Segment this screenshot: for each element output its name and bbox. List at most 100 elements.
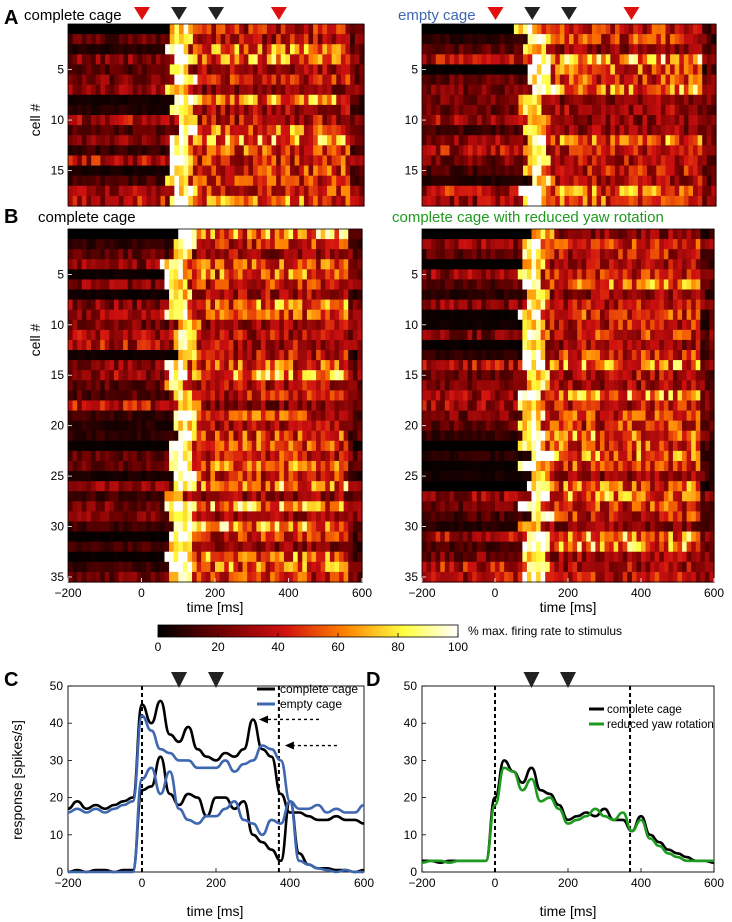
heatmap-cell xyxy=(357,289,363,301)
heatmap-cell xyxy=(72,481,78,492)
heatmap-cell xyxy=(288,259,294,270)
heatmap-cell xyxy=(109,269,115,281)
heatmap-cell xyxy=(299,64,305,76)
heatmap-cell xyxy=(285,24,291,35)
heatmap-cell xyxy=(495,165,501,177)
heatmap-cell xyxy=(293,350,299,361)
heatmap-cell xyxy=(426,145,432,157)
red-triangle-marker xyxy=(623,7,640,20)
heatmap-cell xyxy=(481,249,487,260)
heatmap-cell xyxy=(490,44,497,55)
heatmap-cell xyxy=(285,64,291,76)
heatmap-cell xyxy=(114,44,120,55)
heatmap-cell xyxy=(127,491,133,502)
heatmap-cell xyxy=(114,54,120,66)
heatmap-cell xyxy=(440,34,446,45)
heatmap-cell xyxy=(90,420,97,432)
heatmap-cell xyxy=(352,460,358,472)
heatmap-cell xyxy=(237,380,244,391)
heatmap-cell xyxy=(320,420,326,432)
heatmap-cell xyxy=(271,185,277,197)
heatmap-cell xyxy=(454,94,460,106)
heatmap-cell xyxy=(345,145,351,157)
heatmap-cell xyxy=(426,289,432,301)
heatmap-cell xyxy=(541,125,547,136)
heatmap-cell xyxy=(354,195,360,207)
heatmap-cell xyxy=(253,165,259,177)
heatmap-cell xyxy=(77,155,83,167)
heatmap-cell xyxy=(136,491,143,502)
heatmap-cell xyxy=(192,350,198,361)
heatmap-cell xyxy=(590,259,596,270)
heatmap-cell xyxy=(683,165,690,177)
heatmap-cell xyxy=(72,249,78,260)
heatmap-cell xyxy=(486,104,492,116)
heatmap-cell xyxy=(228,249,234,260)
heatmap-cell xyxy=(601,195,607,207)
heatmap-cell xyxy=(596,74,602,86)
heatmap-cell xyxy=(123,400,129,412)
heatmap-cell xyxy=(109,511,115,523)
heatmap-cell xyxy=(211,135,217,146)
heatmap-cell xyxy=(311,471,317,482)
heatmap-cell xyxy=(303,125,310,136)
heatmap-cell xyxy=(345,195,351,207)
heatmap-cell xyxy=(90,491,97,502)
heatmap-cell xyxy=(674,185,680,197)
heatmap-cell xyxy=(274,531,280,543)
heatmap-cell xyxy=(444,125,451,136)
heatmap-cell xyxy=(449,84,455,96)
heatmap-cell xyxy=(90,269,97,281)
heatmap-cell xyxy=(297,420,303,432)
heatmap-cell xyxy=(123,195,129,207)
heatmap-cell xyxy=(118,125,125,136)
heatmap-cell xyxy=(248,175,254,187)
heatmap-cell xyxy=(422,44,428,55)
heatmap-cell xyxy=(339,521,345,533)
heatmap-cell xyxy=(711,125,717,136)
heatmap-cell xyxy=(90,360,97,371)
heatmap-cell xyxy=(196,289,202,301)
heatmap-cell xyxy=(132,390,138,402)
heatmap-cell xyxy=(210,329,216,341)
heatmap-cell xyxy=(266,185,273,197)
heatmap-cell xyxy=(322,64,328,76)
heatmap-cell xyxy=(173,511,179,523)
heatmap-cell xyxy=(233,501,239,512)
heatmap-cell xyxy=(86,561,92,573)
heatmap-cell xyxy=(141,481,147,492)
heatmap-cell xyxy=(123,84,129,96)
heatmap-cell xyxy=(237,249,244,260)
heatmap-cell xyxy=(219,541,225,553)
heatmap-cell xyxy=(508,229,514,240)
heatmap-cell xyxy=(276,125,282,136)
heatmap-cell xyxy=(247,511,253,523)
heatmap-cell xyxy=(146,551,152,563)
heatmap-cell xyxy=(155,319,161,331)
heatmap-cell xyxy=(151,84,157,96)
heatmap-cell xyxy=(118,430,124,442)
heatmap-cell xyxy=(211,115,217,126)
heatmap-cell xyxy=(100,481,106,492)
heatmap-cell xyxy=(702,115,708,126)
heatmap-cell xyxy=(348,521,354,533)
heatmap-cell xyxy=(123,125,129,136)
heatmap-cell xyxy=(202,125,208,136)
heatmap-cell xyxy=(123,64,129,76)
heatmap-cell xyxy=(77,481,83,492)
heatmap-cell xyxy=(205,329,211,341)
heatmap-cell xyxy=(554,259,560,270)
heatmap-cell xyxy=(458,165,464,177)
heatmap-cell xyxy=(297,491,303,502)
heatmap-cell xyxy=(248,84,254,96)
heatmap-cell xyxy=(582,34,588,45)
heatmap-cell xyxy=(90,551,97,563)
heatmap-cell xyxy=(336,185,342,197)
heatmap-cell xyxy=(647,104,653,116)
heatmap-frame xyxy=(421,23,717,207)
heatmap-cell xyxy=(141,541,147,553)
heatmap-cell xyxy=(169,531,175,543)
heatmap-cell xyxy=(228,239,234,250)
heatmap-cell xyxy=(215,319,221,331)
heatmap-cell xyxy=(196,259,202,270)
